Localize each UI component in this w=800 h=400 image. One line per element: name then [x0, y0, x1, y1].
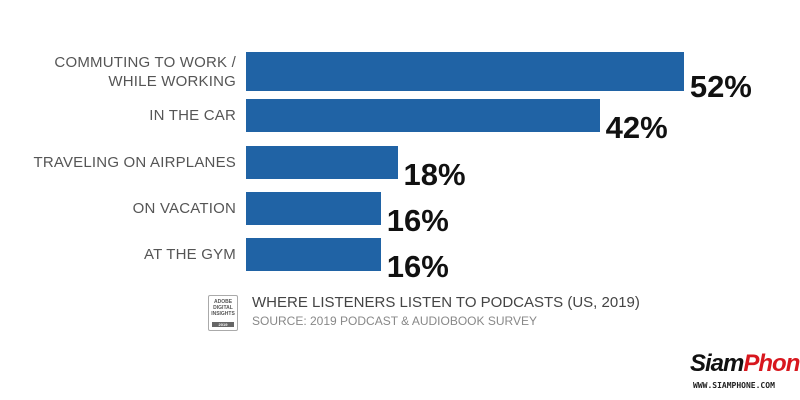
brand-part: Phone	[743, 350, 800, 377]
value-label: 16%	[386, 203, 449, 238]
chart-title: WHERE LISTENERS LISTEN TO PODCASTS (US, …	[252, 294, 640, 311]
adobe-digital-insights-logo: ADOBE DIGITAL INSIGHTS 2019	[208, 295, 238, 331]
logo-line: INSIGHTS	[211, 311, 235, 317]
category-label-line: IN THE CAR	[149, 107, 236, 124]
category-label: ON VACATION	[133, 199, 236, 218]
value-label: 18%	[403, 157, 466, 192]
bar	[246, 192, 381, 225]
category-label: AT THE GYM	[144, 245, 236, 264]
bar	[246, 146, 398, 179]
chart-source: SOURCE: 2019 PODCAST & AUDIOBOOK SURVEY	[252, 314, 537, 328]
category-label: COMMUTING TO WORK / WHILE WORKING	[54, 53, 236, 91]
siamphone-logo: SiamPhone	[690, 352, 800, 376]
logo-year: 2019	[212, 322, 234, 327]
category-label-line: COMMUTING TO WORK /	[54, 53, 236, 71]
bar	[246, 99, 600, 132]
brand-part: Siam	[690, 350, 744, 377]
category-label-line: WHILE WORKING	[108, 72, 236, 90]
category-label-line: AT THE GYM	[143, 246, 236, 263]
category-label-line: TRAVELING ON AIRPLANES	[33, 154, 236, 171]
watermark-url: WWW.SIAMPHONE.COM	[693, 381, 775, 390]
logo-line: ADOBE	[213, 299, 233, 305]
value-label: 42%	[605, 110, 668, 145]
logo-line: DIGITAL	[213, 305, 233, 311]
value-label: 16%	[386, 249, 449, 284]
bar	[246, 238, 381, 271]
bar-chart: COMMUTING TO WORK / WHILE WORKING 52% IN TH…	[33, 52, 752, 284]
category-label: IN THE CAR	[149, 106, 236, 125]
value-label: 52%	[689, 69, 752, 104]
category-label: TRAVELING ON AIRPLANES	[33, 153, 236, 172]
bar	[246, 52, 684, 91]
category-label-line: ON VACATION	[132, 200, 236, 217]
